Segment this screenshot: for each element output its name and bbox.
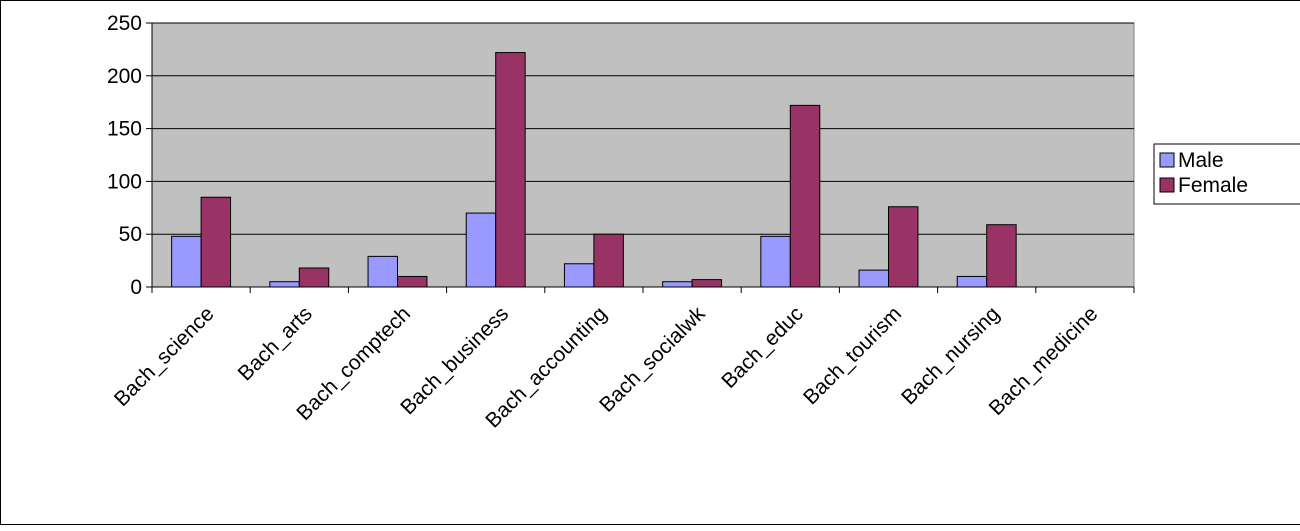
legend-label-male: Male xyxy=(1178,149,1224,172)
legend-swatch-female xyxy=(1160,178,1174,192)
bar-female-bach-science xyxy=(201,197,230,287)
y-tick-label: 100 xyxy=(107,170,142,193)
bar-male-bach-business xyxy=(466,213,495,287)
bar-male-bach-socialwk xyxy=(663,282,692,287)
legend-label-female: Female xyxy=(1178,174,1248,197)
legend-swatch-male xyxy=(1160,153,1174,167)
bar-female-bach-nursing xyxy=(987,225,1016,287)
bar-male-bach-nursing xyxy=(957,276,986,287)
bar-male-bach-accounting xyxy=(564,264,593,287)
bar-male-bach-tourism xyxy=(859,270,888,287)
y-tick-label: 0 xyxy=(130,276,142,299)
bar-female-bach-accounting xyxy=(594,234,623,287)
bar-male-bach-arts xyxy=(270,282,299,287)
y-tick-label: 50 xyxy=(119,223,142,246)
bar-female-bach-tourism xyxy=(889,207,918,287)
bar-female-bach-business xyxy=(496,53,525,287)
bar-female-bach-comptech xyxy=(398,276,427,287)
bar-female-bach-arts xyxy=(299,268,328,287)
y-tick-label: 250 xyxy=(107,12,142,35)
bar-male-bach-educ xyxy=(761,236,790,287)
y-tick-label: 200 xyxy=(107,65,142,88)
bar-female-bach-educ xyxy=(790,105,819,287)
bar-male-bach-comptech xyxy=(368,256,397,287)
bar-female-bach-socialwk xyxy=(692,280,721,287)
bar-male-bach-science xyxy=(172,236,201,287)
y-tick-label: 150 xyxy=(107,118,142,141)
